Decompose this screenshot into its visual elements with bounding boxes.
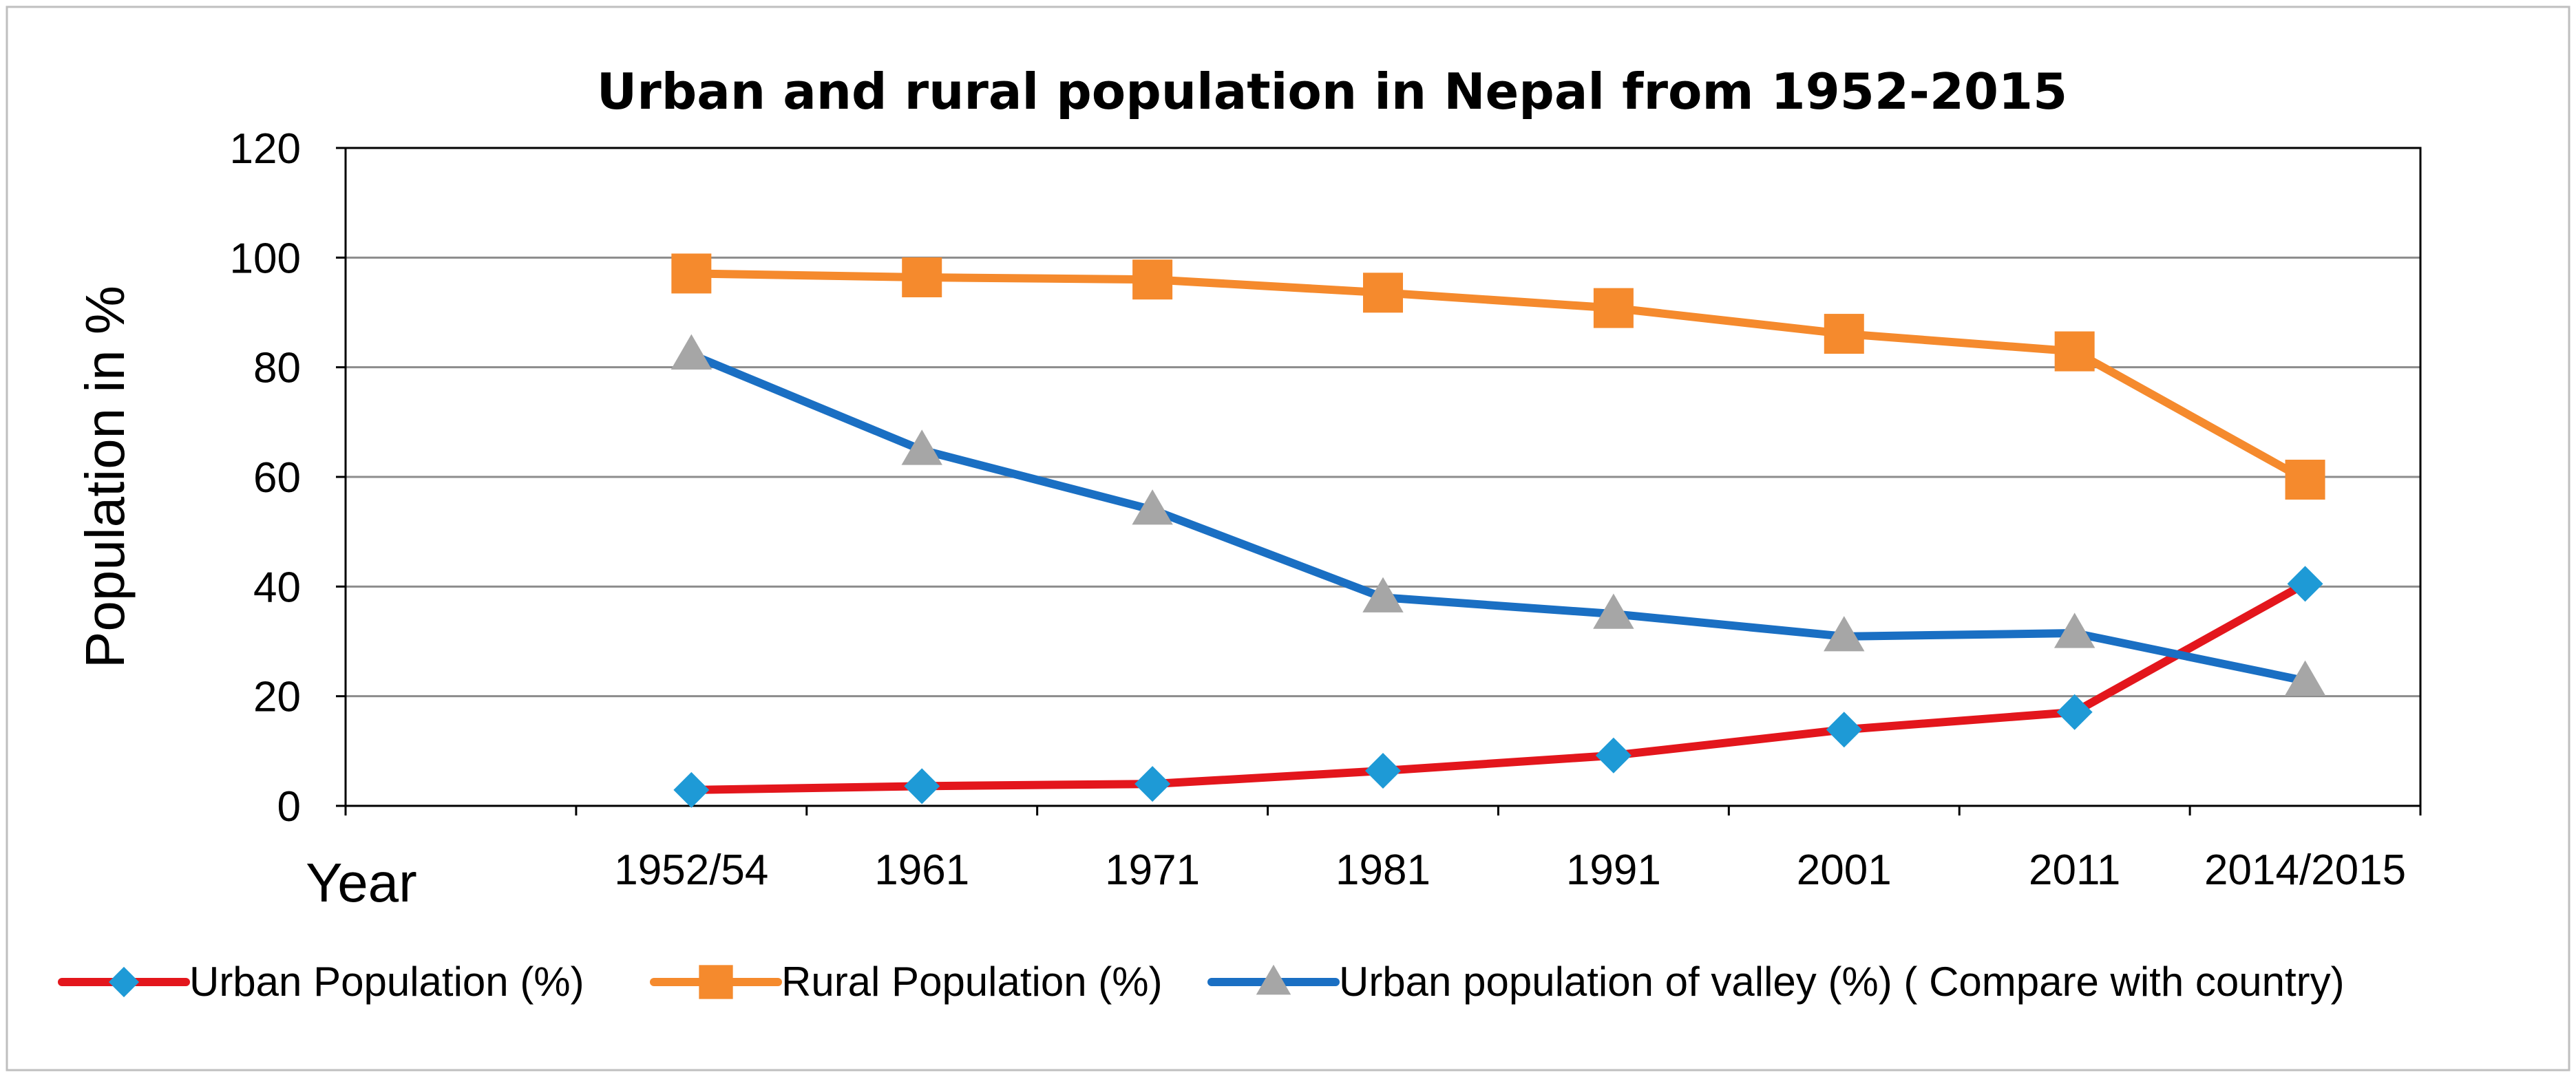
- data-point: [1824, 314, 1864, 354]
- series-1: [673, 566, 2323, 808]
- y-tick-label: 40: [253, 564, 301, 611]
- legend-item: Urban Population (%): [58, 959, 584, 1005]
- x-tick-label: 1952/54: [614, 846, 768, 894]
- data-point: [2054, 331, 2095, 372]
- data-point: [108, 966, 140, 998]
- data-point: [2056, 694, 2093, 730]
- x-tick-label: 1971: [1105, 846, 1200, 894]
- y-tick-label: 120: [230, 125, 301, 173]
- y-tick-label: 60: [253, 454, 301, 502]
- data-point: [2287, 566, 2323, 602]
- data-point: [1134, 766, 1171, 802]
- data-point: [1362, 577, 1404, 612]
- data-point: [2284, 660, 2326, 696]
- data-point: [1132, 489, 1173, 525]
- data-point: [1132, 259, 1173, 300]
- legend-label: Rural Population (%): [781, 959, 1163, 1005]
- chart-frame: [6, 6, 2570, 1071]
- x-tick-label: 2014/2015: [2204, 846, 2406, 894]
- legend: Urban Population (%) Rural Population (%)…: [58, 959, 2345, 1005]
- x-tick-label: 1991: [1566, 846, 1661, 894]
- x-axis-ticks: 1952/54 1961 1971 1981 1991 2001 2011 2014/2015: [344, 806, 2422, 894]
- legend-label: Urban population of valley (%) ( Compare…: [1339, 959, 2345, 1005]
- y-tick-label: 0: [277, 783, 301, 831]
- series-2: [671, 253, 2325, 500]
- y-axis-ticks: 0 20 40 60 80 100 120: [230, 125, 346, 831]
- series-line: [687, 269, 2310, 484]
- x-tick-label: 2011: [2029, 846, 2120, 894]
- data-point: [902, 257, 942, 298]
- y-axis-title: Population in %: [74, 286, 136, 668]
- data-point: [2054, 612, 2095, 648]
- data-point: [699, 965, 733, 999]
- data-point: [1824, 616, 1865, 652]
- x-tick-label: 1981: [1335, 846, 1430, 894]
- x-axis-title: Year: [306, 852, 417, 913]
- y-tick-label: 80: [253, 345, 301, 392]
- data-point: [1593, 593, 1634, 629]
- series-3: [671, 334, 2326, 696]
- y-tick-label: 100: [230, 235, 301, 282]
- data-point: [671, 334, 712, 370]
- data-point: [1826, 712, 1862, 748]
- legend-label: Urban Population (%): [189, 959, 584, 1005]
- chart-title: Urban and rural population in Nepal from…: [597, 63, 2067, 120]
- legend-item: Urban population of valley (%) ( Compare…: [1207, 959, 2345, 1005]
- data-point: [671, 253, 712, 294]
- data-point: [1595, 737, 1632, 774]
- x-tick-label: 1961: [874, 846, 969, 894]
- series-line: [687, 579, 2310, 794]
- data-point: [1365, 753, 1401, 789]
- data-point: [673, 771, 710, 808]
- x-tick-label: 2001: [1797, 846, 1892, 894]
- data-point: [1256, 964, 1291, 995]
- data-point: [904, 768, 940, 804]
- data-point: [1363, 273, 1403, 313]
- series-line: [687, 350, 2310, 685]
- data-point: [1593, 288, 1634, 328]
- data-point: [901, 429, 942, 465]
- legend-item: Rural Population (%): [650, 959, 1163, 1005]
- series-group: [671, 253, 2326, 808]
- data-point: [2285, 459, 2325, 500]
- y-tick-label: 20: [253, 674, 301, 721]
